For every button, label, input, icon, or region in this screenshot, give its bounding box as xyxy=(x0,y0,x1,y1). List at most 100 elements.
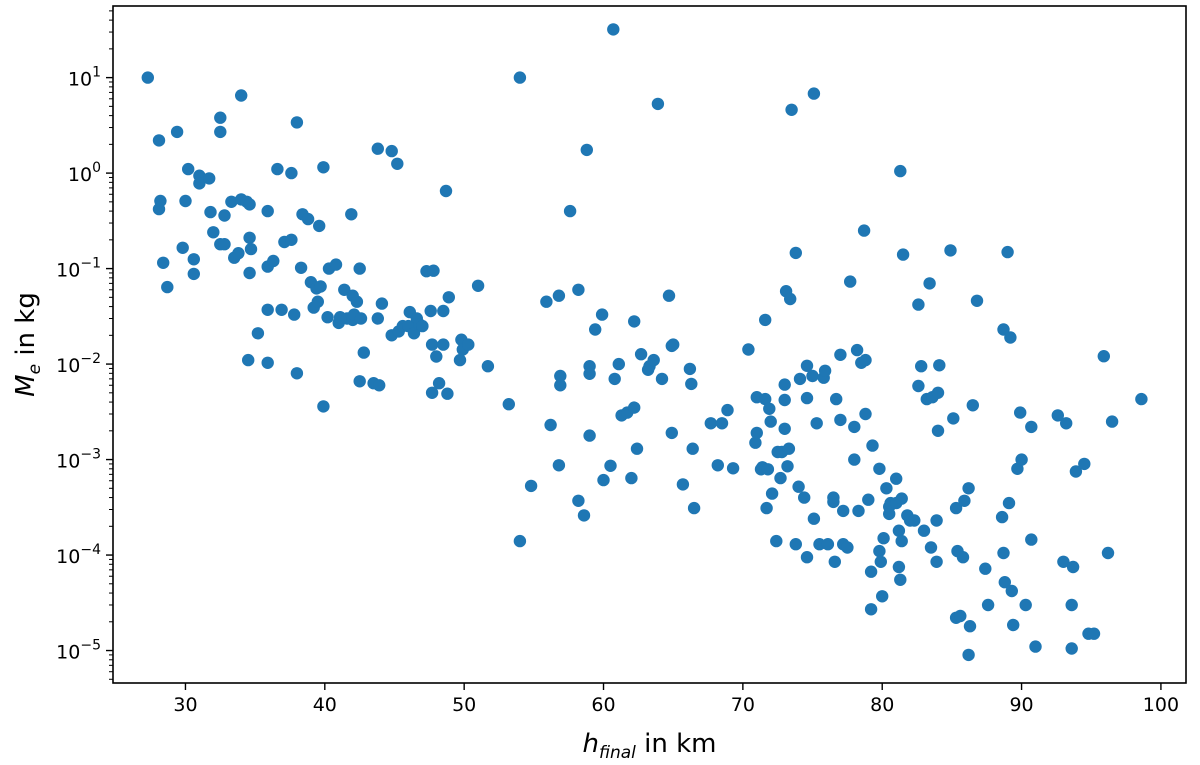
data-point xyxy=(152,134,166,147)
data-point xyxy=(859,353,872,367)
x-tick-label: 60 xyxy=(591,694,615,716)
data-point xyxy=(425,338,439,351)
data-point xyxy=(800,359,814,372)
y-tick-label: 10−5 xyxy=(56,638,101,664)
data-point xyxy=(778,393,791,407)
data-point xyxy=(353,262,366,275)
data-point xyxy=(481,360,495,373)
data-point xyxy=(353,375,366,388)
data-point xyxy=(715,417,729,430)
data-point xyxy=(301,212,315,226)
data-point xyxy=(931,424,945,437)
data-point xyxy=(607,23,620,36)
data-point xyxy=(540,295,553,308)
x-tick-label: 80 xyxy=(870,694,894,716)
y-tick-label-exponent: −5 xyxy=(80,638,101,654)
data-point xyxy=(759,392,772,406)
data-point xyxy=(704,417,717,430)
data-point xyxy=(214,111,227,124)
data-point xyxy=(350,295,364,308)
data-point xyxy=(944,244,957,257)
data-point xyxy=(810,417,823,430)
data-point xyxy=(243,266,256,280)
data-point xyxy=(437,304,450,318)
data-point xyxy=(294,261,308,274)
data-point xyxy=(243,198,256,211)
data-point xyxy=(1051,409,1065,422)
y-tick-label-base: 10 xyxy=(56,546,80,568)
data-point xyxy=(866,439,879,452)
data-point xyxy=(818,364,832,377)
data-point xyxy=(864,565,878,578)
data-point xyxy=(285,166,298,180)
data-point xyxy=(232,247,245,260)
data-point xyxy=(749,436,762,449)
data-point xyxy=(154,194,167,208)
data-point xyxy=(462,338,475,351)
data-point xyxy=(628,401,641,414)
data-point xyxy=(1005,584,1018,598)
data-point xyxy=(595,308,609,321)
data-point xyxy=(1007,618,1020,632)
y-tick-label-base: 10 xyxy=(56,355,80,377)
data-point xyxy=(848,420,861,434)
data-point xyxy=(1097,350,1111,363)
data-point xyxy=(792,480,805,493)
data-point xyxy=(844,275,857,288)
x-tick-label: 100 xyxy=(1143,694,1179,716)
data-point xyxy=(651,97,665,111)
data-point xyxy=(655,372,669,386)
data-point xyxy=(895,492,908,505)
data-point xyxy=(834,413,847,427)
data-point xyxy=(157,256,170,269)
data-point xyxy=(874,555,887,568)
x-axis-label: hfinal in km xyxy=(582,729,716,763)
data-point xyxy=(1014,406,1027,419)
data-point xyxy=(424,304,437,318)
y-tick-label: 10−2 xyxy=(56,351,101,377)
y-axis-label-base: M xyxy=(11,374,41,396)
data-point xyxy=(182,162,195,176)
data-point xyxy=(841,541,854,554)
data-point xyxy=(572,494,585,507)
data-point xyxy=(800,551,814,564)
data-point xyxy=(317,400,330,413)
data-point xyxy=(962,482,975,495)
data-point xyxy=(1105,415,1119,428)
data-point xyxy=(894,573,907,586)
data-point xyxy=(997,323,1010,336)
data-point xyxy=(721,403,734,417)
data-point xyxy=(947,412,960,425)
data-point xyxy=(827,491,840,504)
y-tick-label-base: 10 xyxy=(56,260,80,282)
data-point xyxy=(176,241,189,254)
data-point xyxy=(880,482,893,495)
data-point xyxy=(207,226,220,239)
data-point xyxy=(890,472,903,485)
y-axis-label-subscript: e xyxy=(25,364,45,374)
data-point xyxy=(998,576,1011,589)
data-point xyxy=(290,367,304,380)
x-axis: 30 40 50 60 70 80 90 100 xyxy=(173,683,1179,716)
y-tick-label: 100 xyxy=(68,160,101,186)
y-tick-label-base: 10 xyxy=(56,642,80,664)
data-point xyxy=(502,398,515,411)
data-point xyxy=(218,209,231,222)
y-tick-label: 10−4 xyxy=(56,542,101,568)
data-point xyxy=(784,292,797,306)
data-point xyxy=(726,462,740,475)
data-point xyxy=(1060,417,1073,430)
data-point xyxy=(806,369,819,383)
y-tick-label-exponent: 1 xyxy=(92,65,101,81)
data-point xyxy=(425,386,439,399)
data-point xyxy=(770,534,783,548)
data-point xyxy=(432,377,446,390)
y-tick-label-exponent: −1 xyxy=(80,256,101,272)
data-point xyxy=(782,442,796,455)
data-point xyxy=(956,551,970,564)
data-point xyxy=(244,242,258,256)
data-point xyxy=(760,501,773,515)
